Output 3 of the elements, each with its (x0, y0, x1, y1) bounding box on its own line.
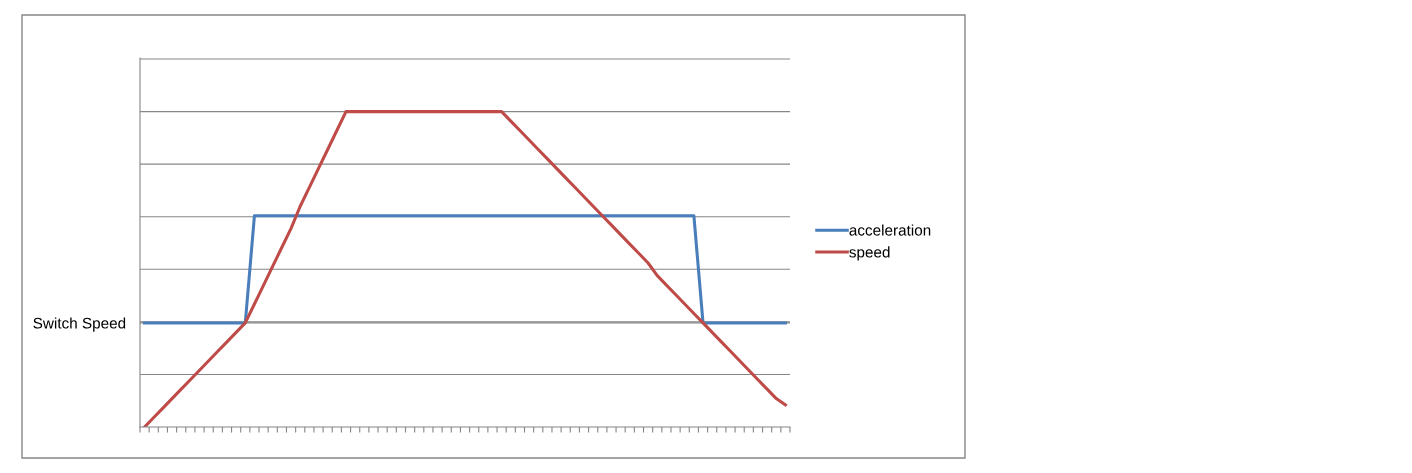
legend-label: acceleration (849, 224, 931, 236)
legend-label: speed (849, 246, 890, 261)
ref-line-label: Switch Speed (33, 317, 126, 332)
